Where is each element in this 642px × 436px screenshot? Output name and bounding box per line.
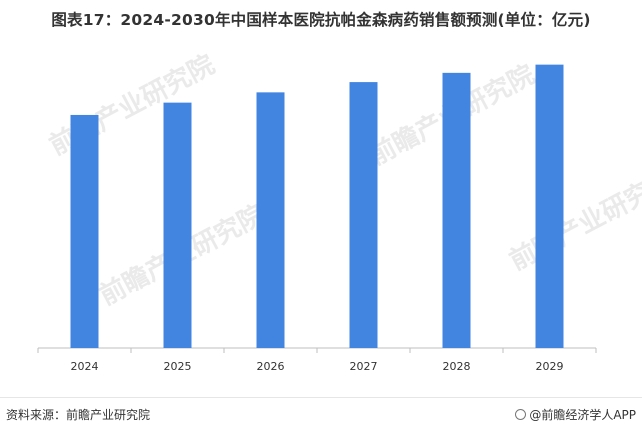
bar-2025: [163, 102, 192, 348]
bar-2028: [442, 72, 471, 348]
x-tick-label: 2028: [443, 360, 471, 373]
brand-text: @前瞻经济学人APP: [529, 408, 636, 422]
x-tick-label: 2024: [71, 360, 99, 373]
x-tick-label: 2027: [350, 360, 378, 373]
x-tick-label: 2029: [536, 360, 564, 373]
bar-2029: [535, 64, 564, 348]
chart-title: 图表17：2024-2030年中国样本医院抗帕金森病药销售额预测(单位：亿元): [51, 11, 591, 29]
x-tick-label: 2025: [164, 360, 192, 373]
x-tick-label: 2026: [257, 360, 285, 373]
brand-credit: @前瞻经济学人APP: [515, 406, 636, 423]
bar-chart: 2024 2025 2026 2027 2028 2029: [37, 64, 597, 373]
bar-2024: [70, 114, 99, 349]
source-note: 资料来源：前瞻产业研究院: [6, 408, 151, 422]
bar-2026: [256, 92, 285, 348]
copyright-icon: [515, 409, 527, 420]
bar-2027: [349, 82, 378, 349]
footer-divider: [0, 397, 642, 398]
